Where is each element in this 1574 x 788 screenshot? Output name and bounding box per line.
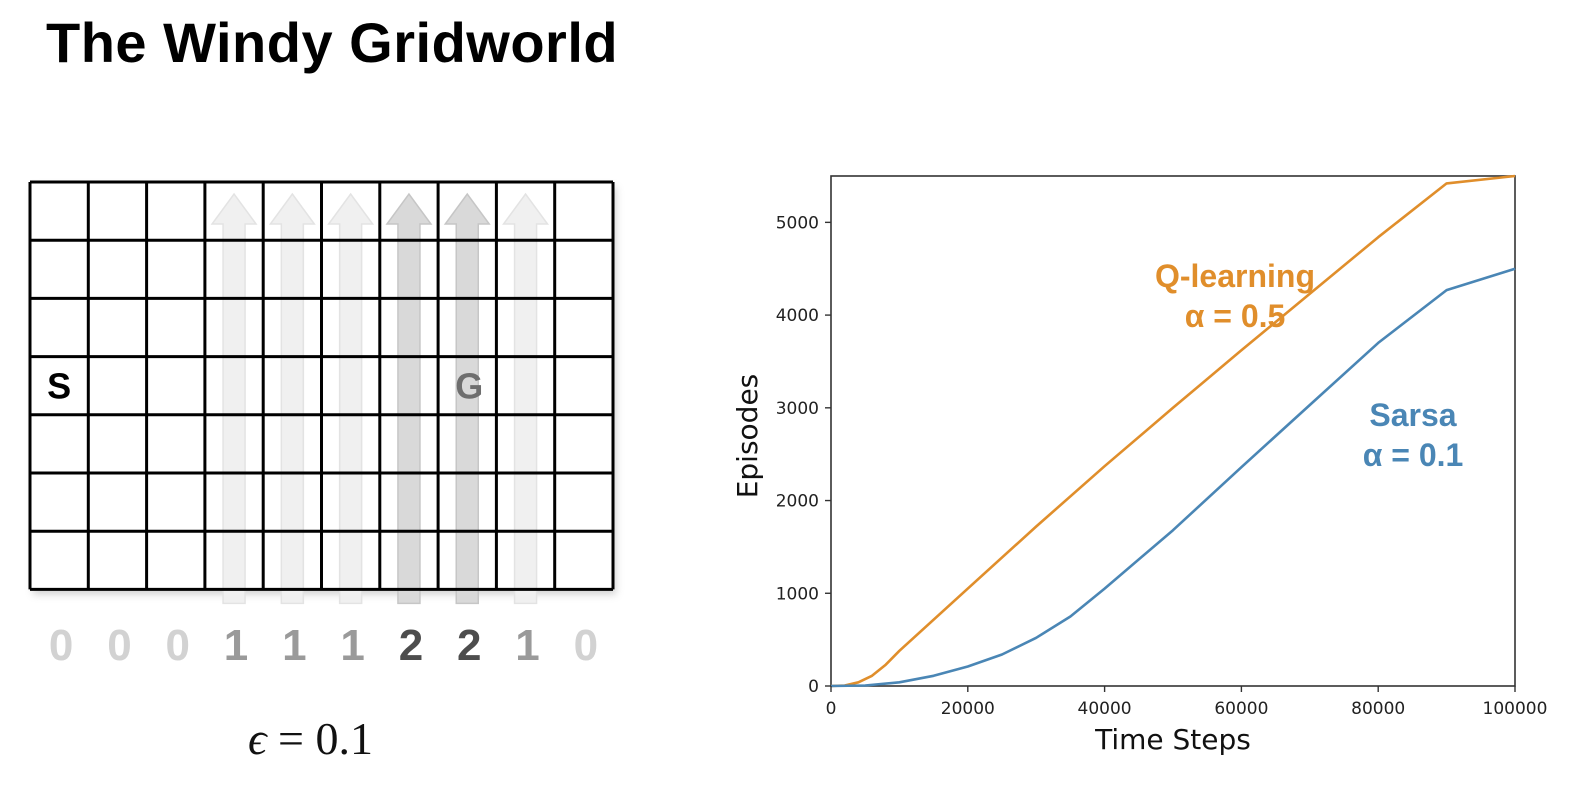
- wind-arrow-icon: [443, 192, 491, 605]
- slide-title: The Windy Gridworld: [46, 11, 619, 74]
- x-tick-label: 80000: [1351, 699, 1405, 719]
- series-annotation-sarsa: Sarsa: [1369, 397, 1456, 433]
- x-tick-label: 20000: [941, 699, 995, 719]
- y-tick-label: 5000: [776, 213, 819, 233]
- series-line-sarsa: [830, 267, 1516, 688]
- wind-strength-label: 0: [107, 621, 131, 670]
- series-annotation-q-learning: Q-learning: [1155, 258, 1315, 294]
- epsilon-label: ϵ = 0.1: [248, 712, 373, 765]
- wind-strength-label: 1: [515, 621, 539, 670]
- wind-arrow-icon: [385, 192, 433, 605]
- series-line-q-learning: [830, 174, 1516, 688]
- wind-strength-label: 1: [282, 621, 306, 670]
- epsilon-equals: =: [266, 713, 316, 764]
- plot-frame: [830, 175, 1516, 687]
- wind-strength-label: 0: [49, 621, 73, 670]
- y-tick-label: 2000: [776, 492, 819, 512]
- epsilon-symbol: ϵ: [248, 713, 267, 764]
- x-tick-label: 40000: [1078, 699, 1132, 719]
- wind-strength-label: 2: [457, 621, 481, 670]
- y-tick-label: 3000: [776, 399, 819, 419]
- wind-strength-label: 0: [166, 621, 190, 670]
- y-axis-label: Episodes: [731, 374, 764, 499]
- x-tick-label: 0: [826, 699, 837, 719]
- epsilon-value: 0.1: [315, 713, 373, 764]
- wind-strength-label: 2: [399, 621, 423, 670]
- wind-arrow-icon: [268, 192, 316, 605]
- wind-strength-label: 1: [224, 621, 248, 670]
- x-axis-label: Time Steps: [1094, 723, 1251, 756]
- start-label: S: [47, 366, 71, 407]
- x-tick-label: 100000: [1483, 699, 1548, 719]
- y-tick-label: 4000: [776, 306, 819, 326]
- wind-arrow-icon: [502, 192, 550, 605]
- y-tick-label: 1000: [776, 584, 819, 604]
- goal-label: G: [455, 366, 483, 407]
- wind-arrow-icon: [210, 192, 258, 605]
- series-annotation-q-learning: α = 0.5: [1185, 298, 1286, 334]
- y-tick-label: 0: [808, 677, 819, 697]
- wind-arrow-icon: [327, 192, 375, 605]
- series-annotation-sarsa: α = 0.1: [1363, 437, 1464, 473]
- wind-strength-label: 1: [340, 621, 364, 670]
- x-tick-label: 60000: [1214, 699, 1268, 719]
- wind-strength-label: 0: [574, 621, 598, 670]
